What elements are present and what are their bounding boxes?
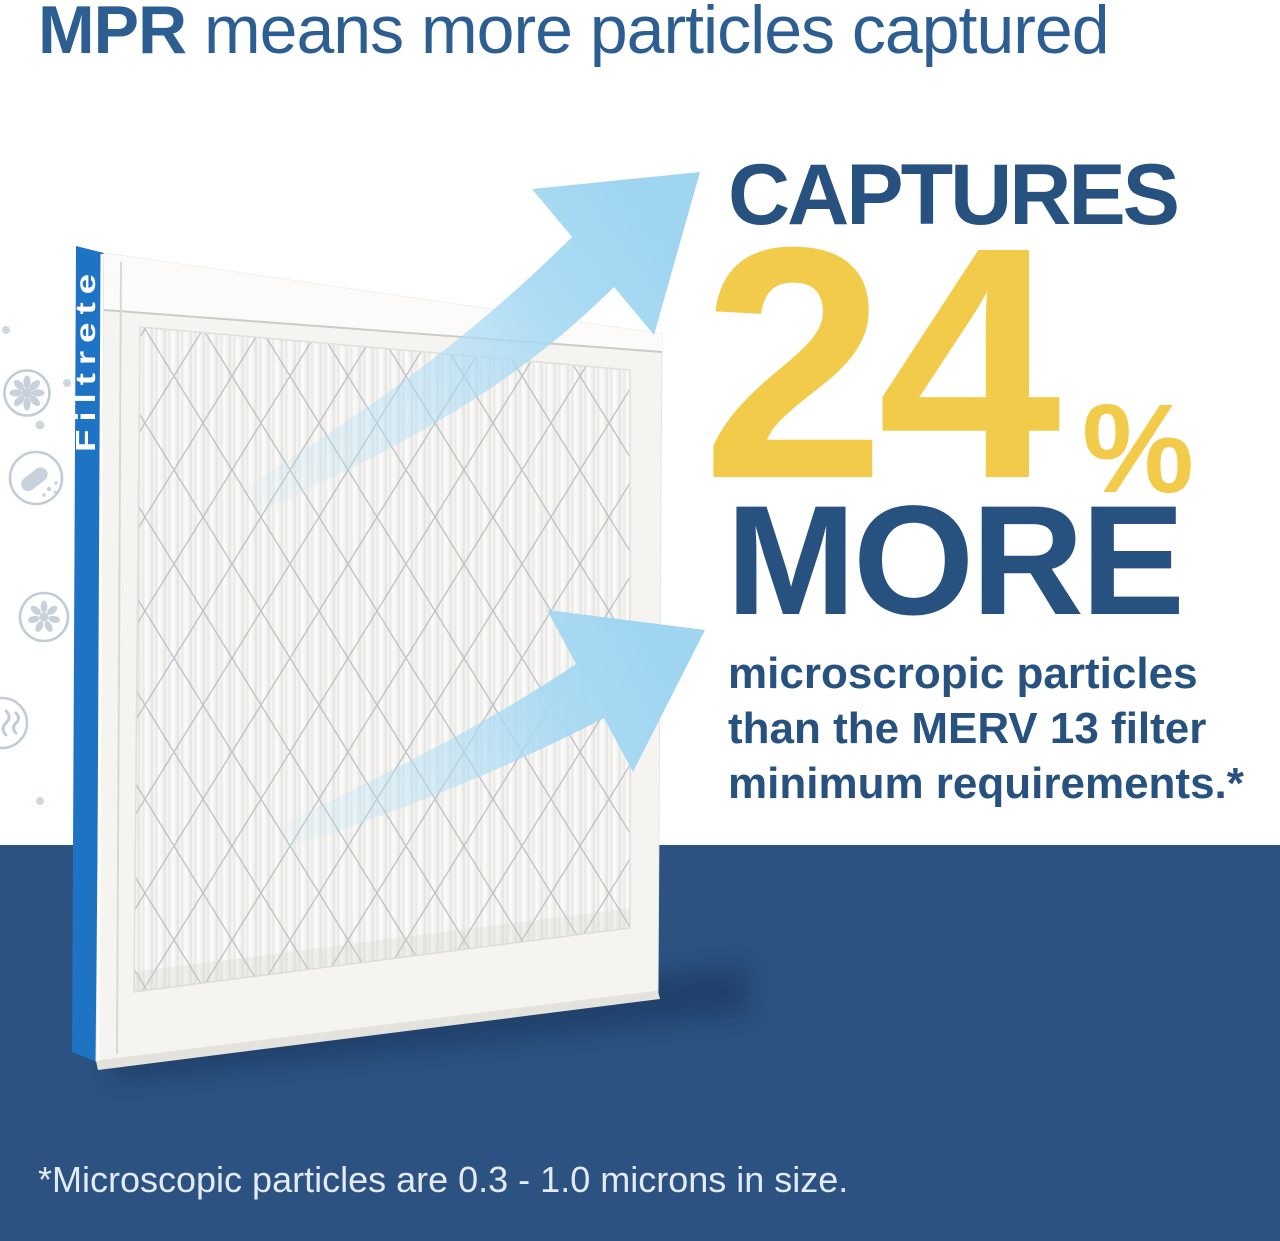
description-line: microscropic particles — [728, 649, 1198, 698]
particle-icons — [0, 326, 71, 805]
description-line: than the MERV 13 filter — [728, 704, 1207, 753]
dust-dander-icon — [8, 450, 64, 506]
particle-dot — [35, 420, 45, 430]
particle-dot — [63, 379, 71, 387]
headline-rest: means more particles captured — [186, 0, 1110, 68]
particle-dot — [36, 797, 44, 805]
description: microscropic particles than the MERV 13 … — [728, 646, 1244, 811]
airflow-arrow-top — [248, 172, 700, 514]
spine-frame-seam — [96, 253, 104, 1062]
captures-label: CAPTURES — [728, 147, 1180, 243]
media-bottom-shade — [134, 908, 630, 992]
percent-value: 24 — [702, 178, 1061, 547]
odor-swirl-icon — [0, 696, 29, 750]
particle-dot — [2, 326, 10, 334]
airflow-arrows — [248, 172, 705, 848]
frame-bottom-edge — [96, 991, 660, 1070]
airflow-arrow-bottom — [282, 610, 705, 848]
pollen-gear-icon — [18, 591, 70, 643]
filter-spine — [72, 246, 104, 1063]
percent-sign: % — [1082, 378, 1195, 519]
headline-highlight: MPR — [38, 0, 187, 68]
brand-logo: Filtrete — [70, 266, 101, 452]
description-line: minimum requirements.* — [728, 759, 1244, 808]
headline: MPR means more particles captured — [38, 0, 1110, 64]
frame-seam — [103, 309, 663, 353]
allergen-gear-icon — [3, 369, 51, 417]
footnote: *Microscopic particles are 0.3 - 1.0 mic… — [38, 1159, 849, 1200]
more-label: MORE — [726, 474, 1185, 648]
frame-left-seam — [116, 261, 122, 1055]
